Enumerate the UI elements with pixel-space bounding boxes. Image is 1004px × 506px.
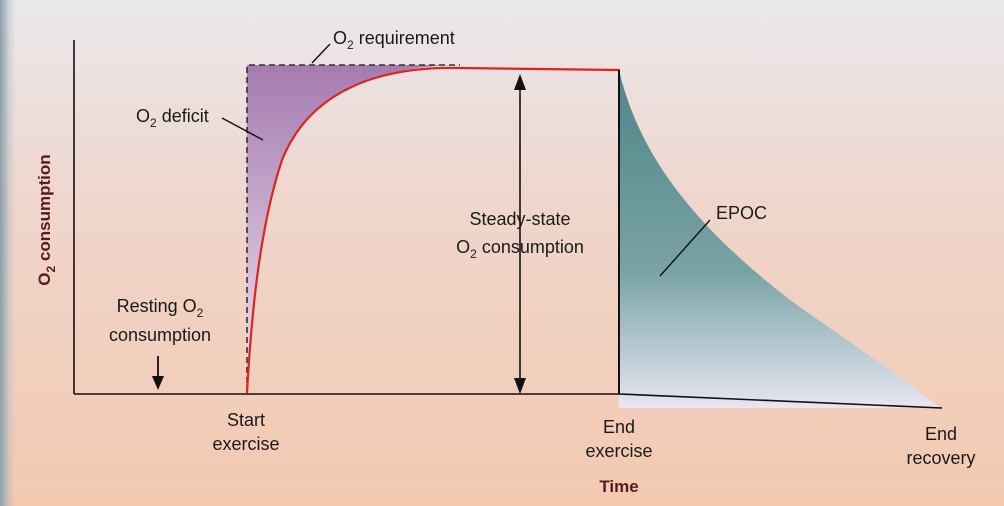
o2-requirement-label: O2 requirement (333, 28, 455, 52)
epoc-label: EPOC (716, 203, 767, 223)
o2-consumption-curve (245, 66, 621, 394)
resting-arrow (152, 356, 164, 390)
end-recovery-label-line2: recovery (906, 448, 975, 468)
end-exercise-label-line2: exercise (585, 441, 652, 461)
epoc-area (619, 70, 940, 408)
start-exercise-label: Start (227, 410, 265, 430)
y-axis-title: O2 consumption (35, 154, 58, 285)
o2-requirement-leader (311, 43, 331, 64)
o2-deficit-area (247, 65, 460, 393)
steady-state-label: Steady-state (469, 209, 570, 229)
epoc-leader (659, 219, 711, 277)
end-recovery-label: End (925, 424, 957, 444)
steady-state-label-line2: O2 consumption (456, 237, 584, 261)
recovery-baseline (618, 393, 943, 409)
o2-deficit-leader (221, 117, 264, 141)
o2-requirement-line (246, 64, 460, 393)
page-edge-shadow (0, 0, 16, 506)
start-exercise-label-line2: exercise (212, 434, 279, 454)
steady-state-arrow (514, 74, 526, 394)
resting-o2-label: Resting O2 (117, 296, 204, 320)
x-axis-title: Time (599, 477, 638, 496)
o2-deficit-label: O2 deficit (136, 106, 209, 130)
end-exercise-label: End (603, 417, 635, 437)
resting-o2-label-line2: consumption (109, 325, 211, 345)
